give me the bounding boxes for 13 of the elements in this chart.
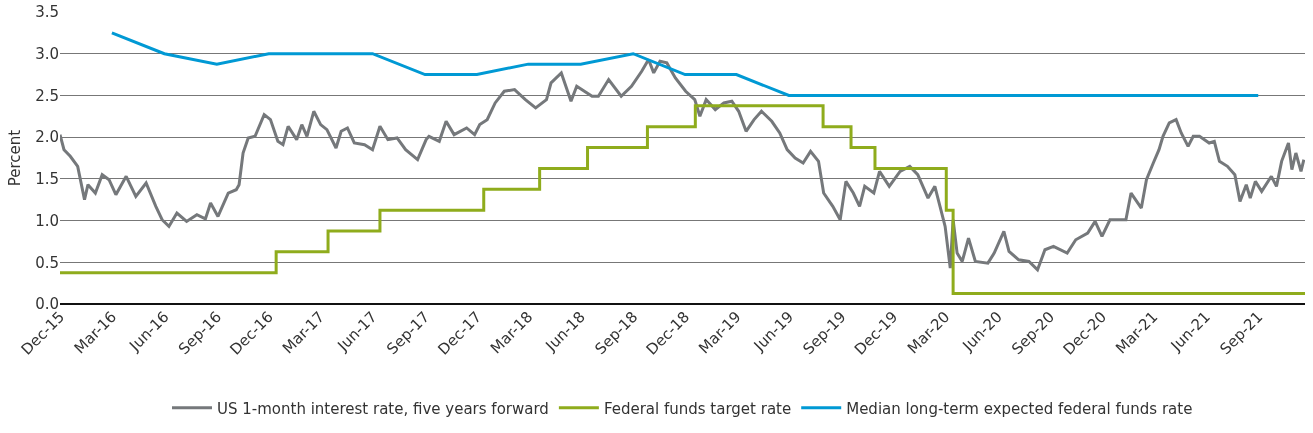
y-tick-label: 0.5 <box>35 253 59 272</box>
legend-label: Median long-term expected federal funds rate <box>846 399 1193 418</box>
legend-label: Federal funds target rate <box>603 399 792 418</box>
y-tick-label: 2.5 <box>35 86 59 105</box>
y-tick-label: 1.5 <box>35 170 59 189</box>
y-tick-label: 3.5 <box>35 3 59 22</box>
line-series <box>60 58 1305 272</box>
y-axis-title: Percent <box>6 129 24 187</box>
y-tick-label: 3.0 <box>35 44 59 63</box>
legend-label: US 1-month interest rate, five years forward <box>217 399 549 418</box>
line-series <box>110 31 1260 97</box>
y-tick-label: 2.0 <box>35 128 59 147</box>
y-tick-label: 1.0 <box>35 211 59 230</box>
